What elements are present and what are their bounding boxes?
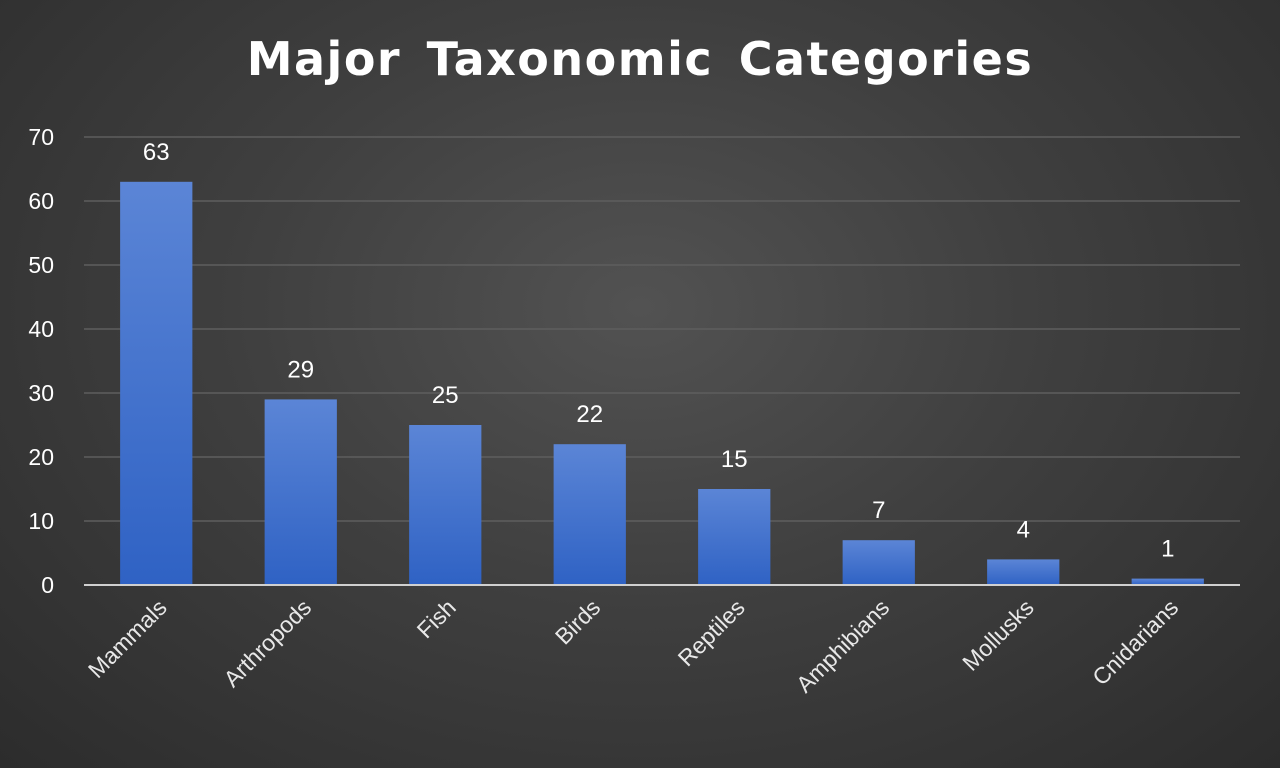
labels: 0 10 20 30 40 50 60 70 63 Mammals 29 Arthropods 25 Fi… [28,124,1183,698]
y-tick-label: 60 [28,188,54,214]
data-label: 15 [721,446,748,473]
x-tick-label: Birds [550,594,605,649]
data-label: 63 [143,139,170,166]
bar-reptiles [698,489,771,585]
y-tick-label: 50 [28,252,54,278]
data-label: 29 [287,356,314,383]
x-tick-label: Mammals [83,594,172,683]
bar-arthropods [264,399,337,585]
x-tick-label: Arthropods [218,594,316,692]
x-tick-label: Fish [412,594,461,643]
x-tick-label: Amphibians [791,594,894,697]
data-label: 7 [872,497,885,524]
y-tick-label: 40 [28,316,54,342]
x-tick-label: Mollusks [957,594,1039,676]
bar-amphibians [842,540,915,585]
data-label: 1 [1161,536,1174,563]
bar-mollusks [987,559,1060,585]
y-tick-label: 70 [28,124,54,150]
y-tick-label: 10 [28,508,54,534]
y-tick-label: 0 [41,572,54,598]
data-label: 25 [432,382,459,409]
data-label: 22 [576,401,603,428]
bar-mammals [120,181,193,586]
data-label: 4 [1017,516,1030,543]
bar-fish [409,425,482,585]
bar-cnidarians [1131,578,1204,585]
x-tick-label: Cnidarians [1087,594,1183,690]
bars [120,181,1204,586]
bar-birds [553,444,626,585]
y-tick-label: 20 [28,444,54,470]
gridlines [84,136,1240,522]
chart-title: Major Taxonomic Categories [246,32,1034,86]
y-tick-label: 30 [28,380,54,406]
x-tick-label: Reptiles [673,594,750,671]
